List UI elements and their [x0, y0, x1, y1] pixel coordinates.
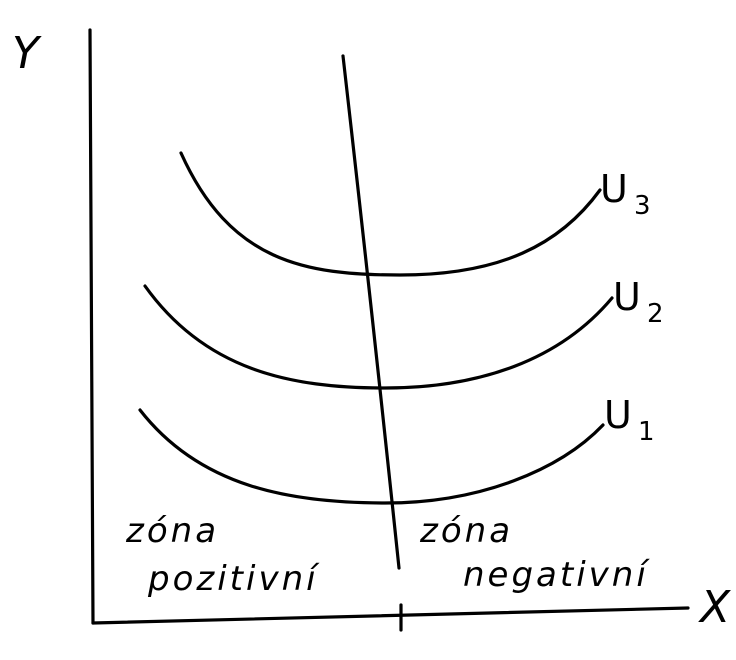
- curve-subscript: 3: [634, 191, 651, 221]
- curve-label-u2: U 2: [613, 275, 664, 329]
- curve-u3: [179, 151, 602, 277]
- curve-letter: U: [600, 167, 628, 211]
- curve-letter: U: [613, 275, 641, 319]
- y-axis: [88, 28, 95, 625]
- curve-label-u1: U 1: [604, 393, 655, 447]
- curve-letter: U: [604, 393, 632, 437]
- curve-subscript: 1: [638, 417, 655, 447]
- zone-negative-caption: zóna negativní: [419, 511, 650, 595]
- curve-subscript: 2: [647, 299, 664, 329]
- zone-positive-caption: zóna pozitivní: [125, 511, 320, 599]
- x-axis-label: X: [698, 582, 731, 633]
- curve-u1: [138, 408, 605, 505]
- zone-positive-line-1: zóna: [125, 511, 219, 551]
- zone-negative-line-1: zóna: [419, 511, 513, 551]
- x-axis: [91, 606, 690, 625]
- zone-negative-line-2: negativní: [463, 555, 650, 595]
- zone-positive-line-2: pozitivní: [147, 559, 320, 599]
- y-axis-label: Y: [12, 28, 42, 79]
- zone-divider-line: [341, 54, 401, 570]
- curve-u2: [143, 284, 614, 390]
- curve-label-u3: U 3: [600, 167, 651, 221]
